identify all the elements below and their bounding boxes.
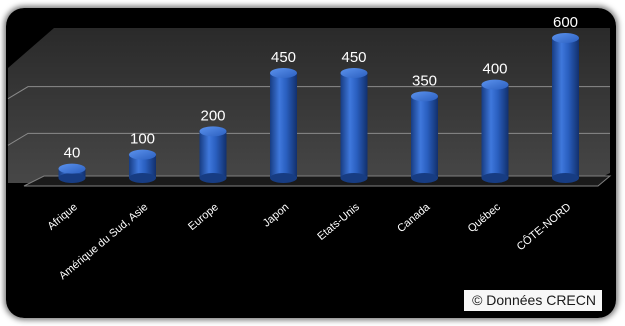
value-label-4: 450 — [341, 49, 366, 66]
chart-back-wall — [8, 28, 610, 183]
chart-floor — [23, 175, 612, 187]
value-label-3: 450 — [271, 49, 296, 66]
bar-2 — [199, 126, 227, 183]
bar-7 — [552, 33, 579, 183]
data-credit: © Données CRECN — [464, 290, 602, 311]
bar-5 — [411, 91, 438, 183]
value-label-5: 350 — [412, 72, 437, 89]
value-label-7: 600 — [553, 14, 578, 31]
bar-6 — [481, 79, 509, 183]
value-label-0: 40 — [64, 145, 81, 162]
bar-4 — [340, 68, 368, 183]
bar-3 — [270, 68, 297, 183]
bar-0 — [58, 163, 86, 183]
chart-frame: 40 Afrique 100 Amérique du Sud, Asie 200 Euro… — [6, 8, 616, 318]
value-label-2: 200 — [200, 107, 225, 124]
value-label-6: 400 — [482, 61, 507, 78]
bar-1 — [129, 149, 156, 183]
value-label-1: 100 — [130, 131, 155, 148]
gridline-400 — [7, 86, 610, 100]
